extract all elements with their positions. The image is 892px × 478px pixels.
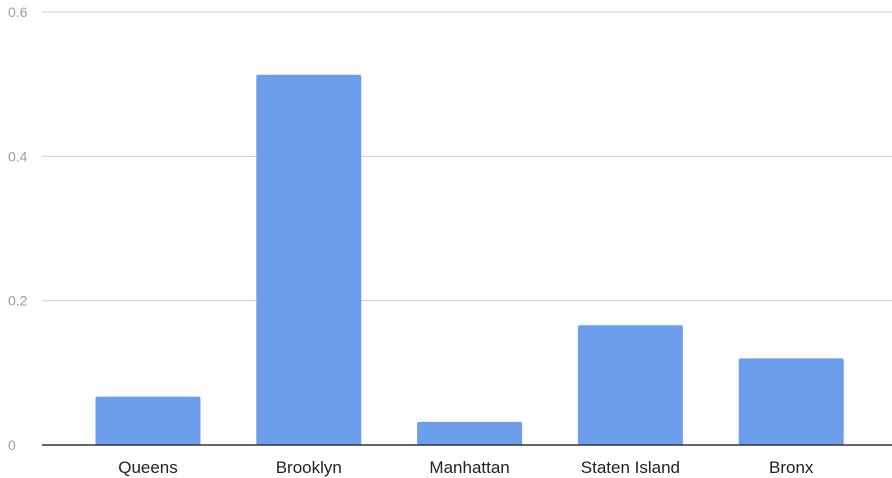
y-axis-tick-labels: 0 0.2 0.4 0.6 (8, 4, 28, 453)
x-category-label: Queens (118, 458, 178, 477)
x-category-label: Manhattan (429, 458, 509, 477)
bar-queens (95, 396, 201, 445)
gridlines (42, 11, 892, 302)
y-tick-label: 0 (8, 437, 16, 453)
x-category-label: Brooklyn (276, 458, 342, 477)
x-axis-category-labels: Queens Brooklyn Manhattan Staten Island Bron… (118, 458, 814, 477)
bar-bronx (738, 358, 844, 445)
bar-manhattan (417, 421, 523, 445)
bar-staten-island (577, 325, 683, 445)
y-tick-label: 0.6 (8, 4, 28, 20)
y-tick-label: 0.4 (8, 148, 28, 164)
bars (95, 74, 844, 445)
x-category-label: Staten Island (581, 458, 680, 477)
x-category-label: Bronx (769, 458, 814, 477)
bar-brooklyn (256, 74, 362, 445)
y-tick-label: 0.2 (8, 293, 28, 309)
